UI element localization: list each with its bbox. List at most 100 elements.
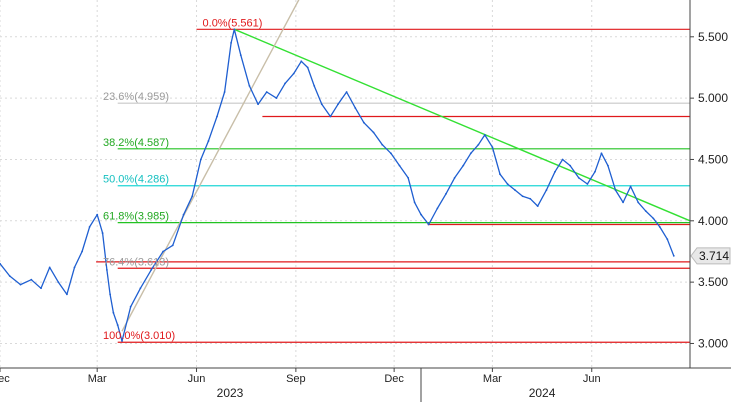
price-point [199,158,202,161]
last-value-tag [690,247,731,265]
price-point [121,340,123,342]
y-tick-label: 3.000 [698,336,728,350]
price-point [106,268,108,271]
y-tick-label: 5.000 [698,91,728,105]
last-value-label: 3.714 [699,249,729,263]
x-tick-label: Dec [384,373,404,385]
price-point [398,164,401,167]
x-tick-label: Dec [0,373,10,385]
price-point [8,275,11,277]
fibonacci-label: 38.2%(4.587) [103,137,169,149]
price-point [112,311,115,314]
price-point [561,158,564,161]
price-point [491,146,494,149]
price-point [345,91,348,93]
price-point [182,213,185,216]
level-lines [96,28,690,343]
trendlines [121,0,691,332]
price-point [265,91,268,93]
price-point [88,226,91,228]
price-point [73,266,76,269]
price-point [600,152,603,155]
price-point [292,72,295,75]
price-point [372,131,375,134]
price-point [223,91,226,93]
price-point [389,152,392,155]
price-point [162,250,164,253]
price-point [427,223,430,226]
price-point [300,60,303,63]
price-point [483,134,486,136]
price-point [536,205,539,207]
price-point [101,232,104,234]
price-point [445,192,447,195]
price-point [514,189,516,192]
year-label: 2023 [217,386,244,400]
price-point [306,66,309,69]
x-tick-label: Jun [583,373,601,385]
price-point [19,283,22,286]
price-point [354,107,357,109]
price-point [81,250,83,253]
price-point [545,189,548,192]
fibonacci-label: 0.0%(5.561) [203,17,263,29]
price-point [569,164,572,167]
price-point [129,305,132,308]
price-point [666,238,669,241]
price-point [284,82,286,85]
price-point [313,84,316,87]
price-series [0,28,675,342]
price-point [381,143,384,146]
price-point [637,201,640,204]
price-point [554,170,556,173]
price-point [207,140,210,142]
x-tick-label: Mar [88,373,107,385]
y-tick-label: 5.500 [698,30,728,44]
price-point [337,103,339,106]
x-tick-label: Mar [483,373,502,385]
price-point [30,278,33,281]
price-point [469,152,472,155]
fibonacci-label: 61.8%(3.985) [103,211,169,223]
price-point [48,266,51,269]
price-point [329,115,332,118]
price-point [577,176,580,179]
trendline [234,28,691,222]
price-point [622,201,624,204]
price-point [644,210,647,212]
x-axis-ticks: Dec Mar Jun Sep Dec Mar Jun 2023 2024 [0,368,601,400]
y-axis-ticks: 3.000 3.500 4.000 4.500 5.000 5.500 [690,30,728,350]
y-tick-label: 4.500 [698,152,728,166]
price-point [239,54,242,57]
price-point [672,254,675,257]
price-point [362,121,365,124]
price-point [96,213,99,216]
price-point [216,115,218,118]
price-point [614,189,617,192]
price-point [413,201,416,204]
fibonacci-label: 50.0%(4.286) [103,174,169,186]
x-tick-label: Sep [286,373,306,385]
price-point [116,324,119,326]
price-point [320,103,323,106]
price-point [109,293,112,296]
price-point [607,164,609,167]
price-point [453,176,456,179]
price-point [499,173,501,176]
price-point [57,281,60,284]
price-point [407,176,410,179]
price-point [275,97,278,100]
price-point [629,185,632,188]
price-point [0,262,1,265]
trendline [121,0,300,332]
price-point [230,42,232,44]
price-point [477,143,480,146]
price-point [171,244,174,247]
year-label: 2024 [529,386,556,400]
price-point [139,287,142,290]
price-point [436,207,439,210]
price-point [248,84,251,87]
price-point [233,28,236,31]
x-tick-label: Jun [188,373,206,385]
